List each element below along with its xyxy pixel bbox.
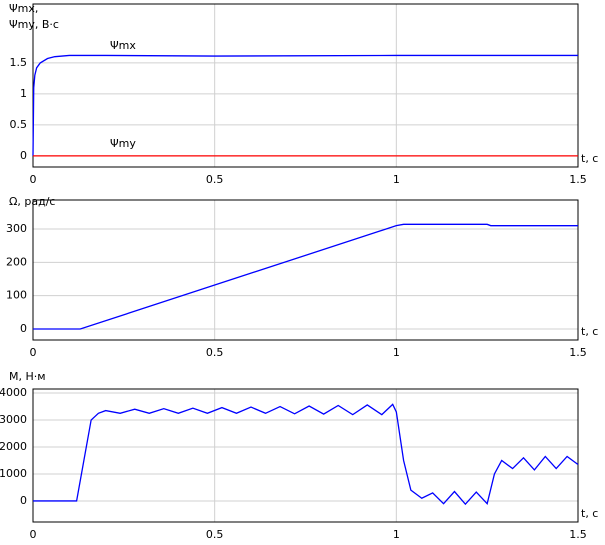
- series-label: Ψmy: [110, 137, 136, 150]
- y-tick-label: 0: [20, 322, 27, 335]
- x-tick-label: 1.5: [569, 173, 587, 186]
- y-tick-label: 200: [6, 255, 27, 268]
- x-tick-label: 1: [393, 346, 400, 359]
- y-axis-label: М, Н·м: [9, 370, 46, 383]
- x-tick-label: 0: [30, 173, 37, 186]
- y-tick-label: 3000: [0, 413, 27, 426]
- x-tick-label: 1: [393, 173, 400, 186]
- y-tick-label: 1.5: [10, 56, 28, 69]
- data-line: [32, 54, 578, 156]
- y-axis-label: Ω, рад/с: [9, 195, 55, 208]
- data-line: [33, 223, 578, 330]
- x-tick-label: 0.5: [206, 346, 224, 359]
- y-tick-label: 0: [20, 149, 27, 162]
- x-tick-label: 1: [393, 528, 400, 541]
- x-tick-label: 1.5: [569, 528, 587, 541]
- x-axis-label: t, c: [581, 507, 598, 520]
- x-tick-label: 0.5: [206, 528, 224, 541]
- x-tick-label: 1.5: [569, 346, 587, 359]
- y-tick-label: 1000: [0, 467, 27, 480]
- x-axis-label: t, c: [581, 152, 598, 165]
- plot-frame: [32, 199, 579, 341]
- data-line: [33, 403, 579, 506]
- y-axis-label: Ψmx,: [9, 2, 38, 15]
- x-axis-label: t, c: [581, 325, 598, 338]
- plot-frame: [32, 388, 579, 523]
- y-tick-label: 2000: [0, 440, 27, 453]
- y-tick-label: 4000: [0, 386, 27, 399]
- x-tick-label: 0: [30, 346, 37, 359]
- x-tick-label: 0.5: [206, 173, 224, 186]
- y-tick-label: 1: [20, 87, 27, 100]
- y-tick-label: 0.5: [10, 118, 28, 131]
- x-tick-label: 0: [30, 528, 37, 541]
- y-tick-label: 0: [20, 494, 27, 507]
- y-axis-label: Ψmy, В·с: [9, 18, 59, 31]
- plot-frame: [32, 3, 579, 168]
- y-tick-label: 300: [6, 222, 27, 235]
- y-tick-label: 100: [6, 289, 27, 302]
- series-label: Ψmx: [110, 39, 136, 52]
